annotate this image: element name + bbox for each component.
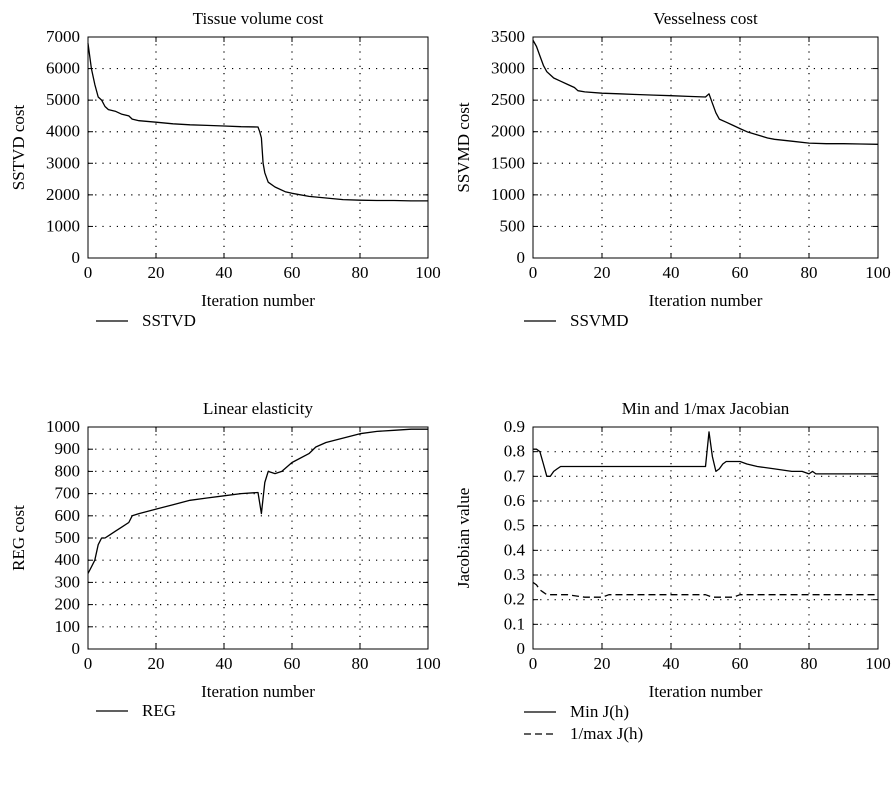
- y-tick-label: 900: [55, 439, 81, 458]
- y-tick-label: 0.3: [504, 565, 525, 584]
- legend-label: SSTVD: [142, 311, 196, 330]
- legend-label: SSVMD: [570, 311, 629, 330]
- chart-panel-4: Min and 1/max Jacobian 0 20 40 60 80 100 0 0.1 0.…: [454, 399, 891, 743]
- y-tick-label: 300: [55, 572, 81, 591]
- series-line-1: [87, 43, 428, 202]
- x-tick-label: 0: [84, 654, 93, 673]
- series-line-1: [532, 39, 879, 145]
- y-tick-label: 6000: [46, 59, 80, 78]
- y-tick-label: 0: [72, 639, 81, 658]
- y-tick-label: 1000: [46, 417, 80, 436]
- y-tick-label: 0: [517, 639, 526, 658]
- y-tick-label: 400: [55, 550, 81, 569]
- grid-lines: [533, 37, 878, 258]
- y-tick-label: 0.5: [504, 516, 525, 535]
- y-tick-label: 2000: [491, 122, 525, 141]
- plot-frame: [87, 36, 429, 259]
- plot-frame: [532, 426, 879, 650]
- x-tick-label: 20: [594, 263, 611, 282]
- y-tick-label: 1500: [491, 153, 525, 172]
- y-tick-label: 0.8: [504, 442, 525, 461]
- legend-label: REG: [142, 701, 176, 720]
- y-axis-label: REG cost: [9, 505, 28, 571]
- chart-title: Vesselness cost: [653, 9, 758, 28]
- x-tick-label: 20: [148, 263, 165, 282]
- grid-lines: [533, 427, 878, 649]
- x-axis-label: Iteration number: [649, 682, 763, 701]
- x-axis-label: Iteration number: [649, 291, 763, 310]
- series-line-1: [533, 431, 878, 477]
- x-tick-label: 0: [529, 654, 538, 673]
- x-axis-label: Iteration number: [201, 291, 315, 310]
- x-tick-label: 20: [148, 654, 165, 673]
- y-axis-label: SSTVD cost: [9, 104, 28, 190]
- x-tick-label: 60: [284, 263, 301, 282]
- series-line-1: [87, 428, 428, 574]
- x-tick-label: 40: [663, 654, 680, 673]
- grid-lines: [88, 427, 428, 649]
- series-line-2: [532, 581, 878, 598]
- x-tick-label: 60: [732, 263, 749, 282]
- y-tick-label: 500: [55, 528, 81, 547]
- x-tick-label: 20: [594, 654, 611, 673]
- y-tick-label: 100: [55, 617, 81, 636]
- x-tick-label: 40: [216, 263, 233, 282]
- y-tick-label: 4000: [46, 122, 80, 141]
- x-tick-label: 0: [529, 263, 538, 282]
- y-tick-label: 0.1: [504, 614, 525, 633]
- legend-label: Min J(h): [570, 702, 629, 721]
- y-tick-label: 2000: [46, 185, 80, 204]
- x-tick-label: 60: [732, 654, 749, 673]
- x-tick-label: 40: [216, 654, 233, 673]
- y-tick-label: 0.4: [504, 540, 526, 559]
- y-tick-label: 500: [500, 216, 526, 235]
- y-tick-label: 0.6: [504, 491, 525, 510]
- x-tick-label: 0: [84, 263, 93, 282]
- y-tick-label: 1000: [491, 185, 525, 204]
- y-tick-label: 0.7: [504, 466, 526, 485]
- x-tick-label: 80: [801, 654, 818, 673]
- y-tick-label: 0.9: [504, 417, 525, 436]
- x-tick-label: 100: [865, 654, 891, 673]
- plot-frame: [532, 36, 879, 259]
- y-tick-label: 200: [55, 595, 81, 614]
- y-axis-label: Jacobian value: [454, 488, 473, 589]
- y-tick-label: 3000: [491, 59, 525, 78]
- x-tick-label: 100: [865, 263, 891, 282]
- x-tick-label: 100: [415, 654, 441, 673]
- grid-lines: [88, 37, 428, 258]
- x-tick-label: 100: [415, 263, 441, 282]
- y-tick-label: 0: [517, 248, 526, 267]
- y-tick-label: 1000: [46, 216, 80, 235]
- x-tick-label: 40: [663, 263, 680, 282]
- y-tick-label: 0: [72, 248, 81, 267]
- x-axis-label: Iteration number: [201, 682, 315, 701]
- x-tick-label: 80: [352, 654, 369, 673]
- chart-title: Linear elasticity: [203, 399, 313, 418]
- x-tick-label: 80: [801, 263, 818, 282]
- x-tick-label: 60: [284, 654, 301, 673]
- y-tick-label: 700: [55, 484, 81, 503]
- y-tick-label: 0.2: [504, 590, 525, 609]
- chart-title: Min and 1/max Jacobian: [622, 399, 790, 418]
- chart-title: Tissue volume cost: [193, 9, 324, 28]
- y-tick-label: 7000: [46, 27, 80, 46]
- legend-label: 1/max J(h): [570, 724, 643, 743]
- y-tick-label: 600: [55, 506, 81, 525]
- y-tick-label: 2500: [491, 90, 525, 109]
- y-axis-label: SSVMD cost: [454, 102, 473, 192]
- y-tick-label: 5000: [46, 90, 80, 109]
- y-tick-label: 800: [55, 461, 81, 480]
- x-tick-label: 80: [352, 263, 369, 282]
- y-tick-label: 3500: [491, 27, 525, 46]
- y-tick-label: 3000: [46, 153, 80, 172]
